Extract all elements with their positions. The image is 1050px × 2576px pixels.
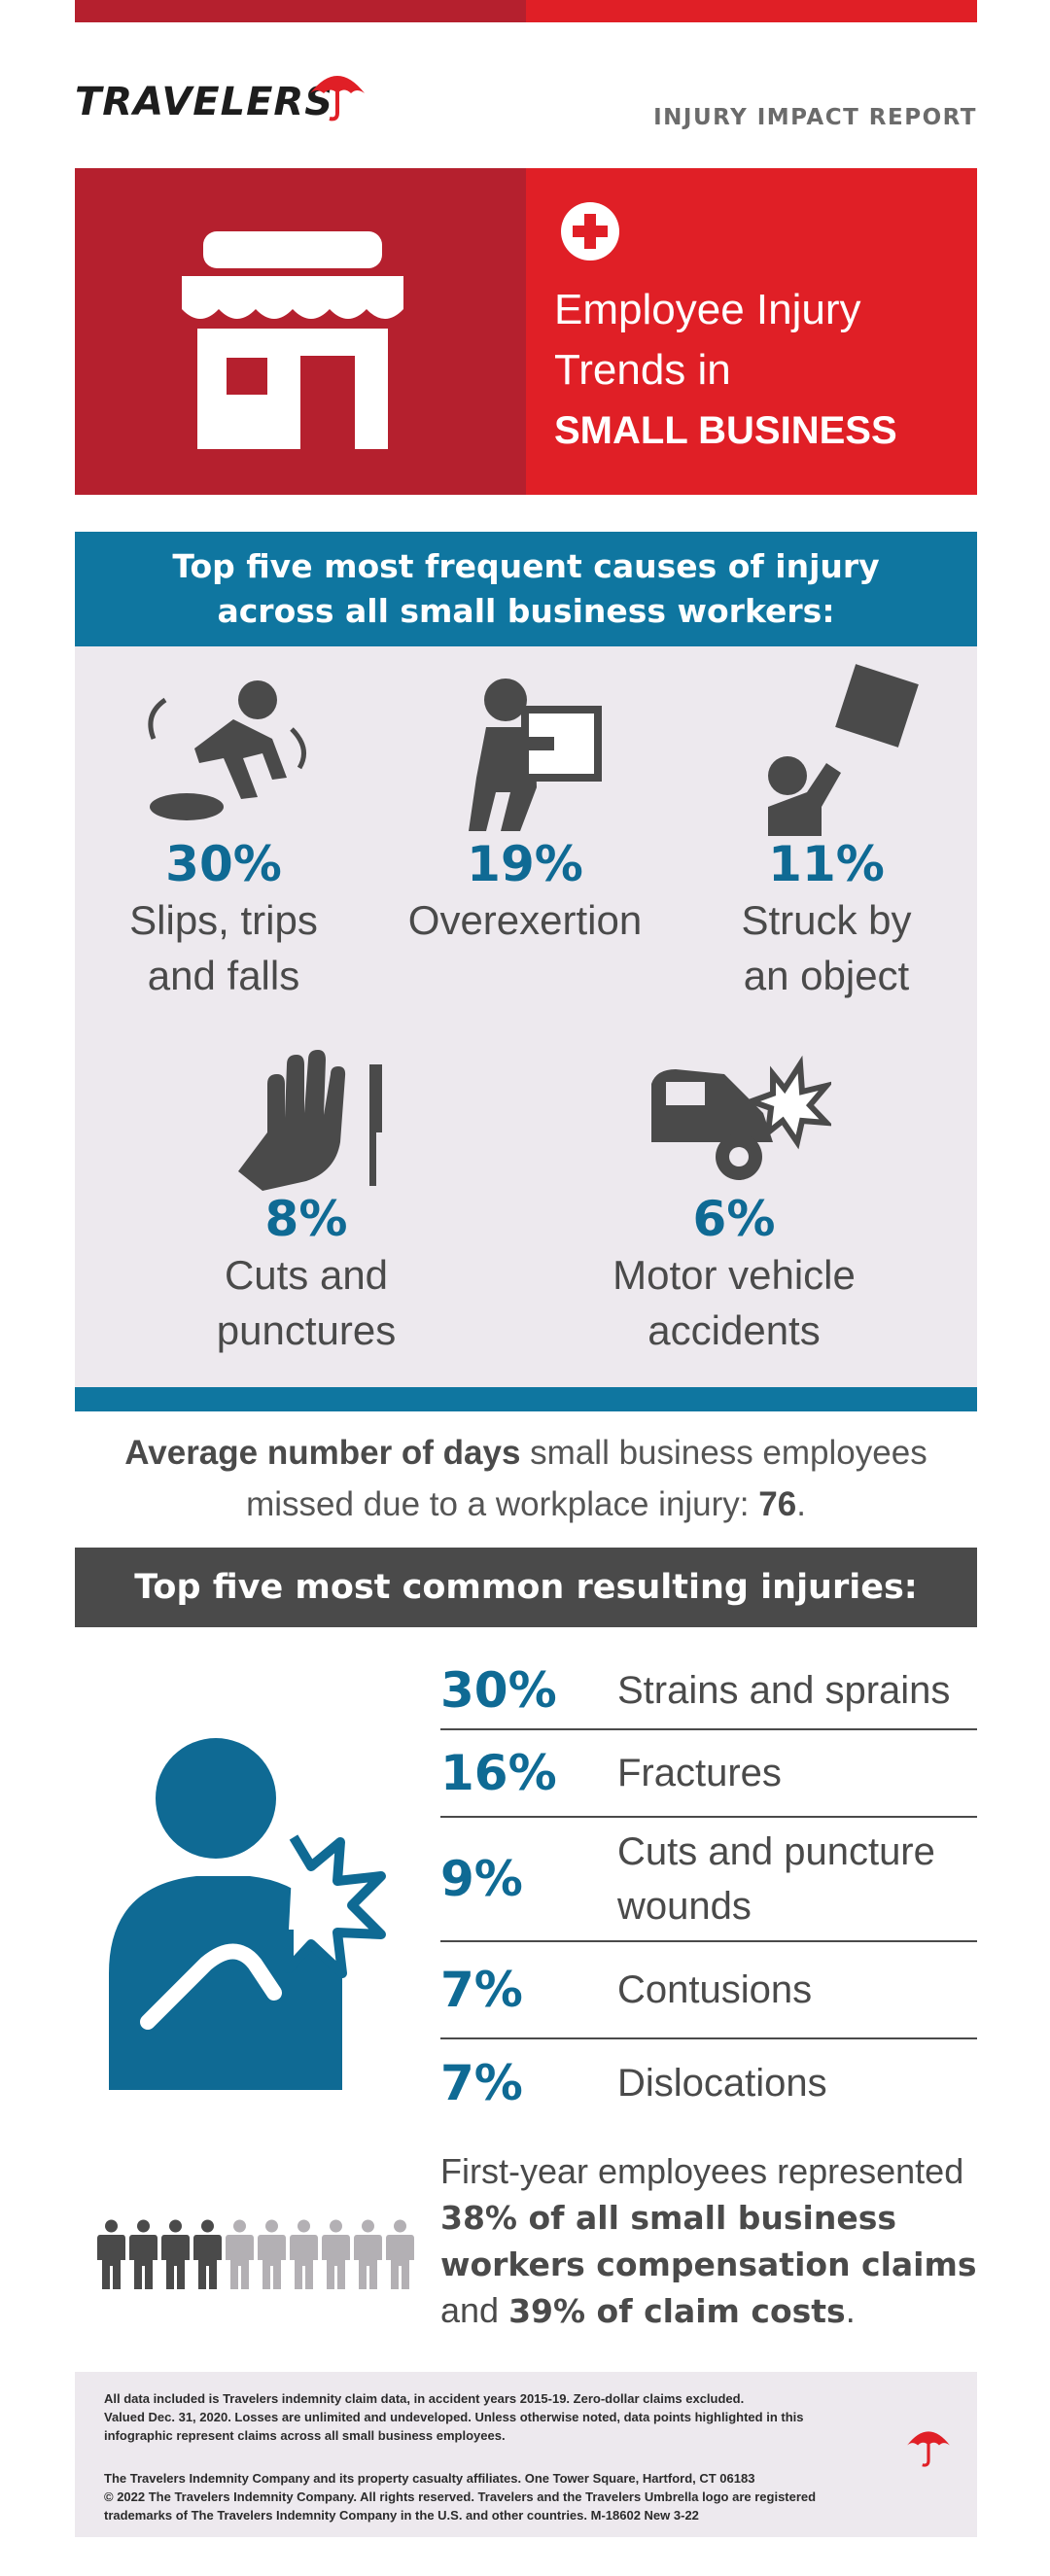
injury-row: 7% Contusions (440, 1942, 977, 2039)
injury-label-line2: wounds (617, 1885, 752, 1928)
injury-row: 30% Strains and sprains (440, 1653, 977, 1730)
cause-label-line1: Struck by (741, 897, 912, 943)
injury-label-line1: Cuts and puncture (617, 1830, 935, 1873)
cause-label-line2: an object (743, 953, 910, 998)
first-year-text-b: and (440, 2290, 509, 2330)
person-icon (258, 2219, 286, 2289)
footer-legal: The Travelers Indemnity Company and its … (104, 2469, 882, 2524)
injury-label: Cuts and puncture wounds (617, 1825, 977, 1933)
car-crash-icon (651, 1055, 831, 1180)
injury-label: Fractures (617, 1752, 782, 1794)
cause-label-line2: accidents (648, 1307, 821, 1353)
cause-label-line2: punctures (216, 1307, 397, 1353)
cause-pct: 11% (768, 836, 885, 892)
injury-pct: 30% (440, 1662, 557, 1719)
top-bar-red (526, 0, 977, 22)
person-icon-highlighted (193, 2219, 222, 2289)
hand-knife-icon (238, 1050, 382, 1191)
cause-pct: 6% (692, 1191, 776, 1247)
cause-label-line1: Overexertion (407, 897, 643, 943)
injury-pct: 7% (440, 1962, 523, 2018)
cause-label-line1: Motor vehicle (612, 1252, 856, 1298)
first-year-bold-b: workers compensation claims (440, 2245, 977, 2283)
average-days-value: 76 (758, 1485, 797, 1523)
injury-pct: 7% (440, 2055, 523, 2111)
footer-legal-line1: The Travelers Indemnity Company and its … (104, 2471, 755, 2486)
average-days-text-a: small business employees (520, 1434, 928, 1472)
cause-pct: 30% (165, 836, 282, 892)
average-days-end: . (796, 1485, 806, 1523)
causes-panel-footer-bar (75, 1387, 977, 1411)
injury-pct: 9% (440, 1851, 523, 1907)
person-icon-highlighted (129, 2219, 158, 2289)
causes-heading: Top five most frequent causes of injury … (75, 532, 977, 646)
umbrella-logo-icon (907, 2431, 950, 2467)
first-year-bold-c: 39% of claim costs (508, 2292, 846, 2330)
person-icon (386, 2219, 414, 2289)
hero-title-line1: Employee Injury (554, 286, 861, 333)
travelers-logo: TRAVELERS (75, 80, 334, 124)
footer: All data included is Travelers indemnity… (75, 2372, 977, 2537)
person-icon-highlighted (161, 2219, 190, 2289)
first-year-bold-a: 38% of all small business (440, 2199, 897, 2237)
injury-row: 16% Fractures (440, 1730, 977, 1818)
cause-item-cuts: 8% Cuts and punctures (180, 1045, 433, 1358)
person-icon (354, 2219, 382, 2289)
cause-item-struck: 11% Struck by an object (700, 661, 953, 1003)
storefront-icon (182, 231, 403, 449)
injury-row: 9% Cuts and puncture wounds (440, 1818, 977, 1942)
first-year-text-a: First-year employees represented (440, 2151, 964, 2191)
shoulder-pain-icon (109, 1738, 386, 2090)
cause-item-overexertion: 19% Overexertion (399, 671, 651, 948)
causes-heading-line1: Top five most frequent causes of injury (172, 547, 880, 585)
first-year-statement: First-year employees represented 38% of … (440, 2148, 985, 2334)
person-icon (322, 2219, 350, 2289)
top-color-bar (75, 0, 977, 22)
footer-legal-line3: trademarks of The Travelers Indemnity Co… (104, 2508, 699, 2523)
slip-fall-icon (148, 680, 306, 820)
cause-label-line1: Slips, trips (129, 897, 318, 943)
report-label: INJURY IMPACT REPORT (653, 105, 977, 130)
cause-item-slips: 30% Slips, trips and falls (97, 671, 350, 1003)
hero-title-line3: SMALL BUSINESS (554, 409, 897, 452)
footer-note-line3: infographic represent claims across all … (104, 2428, 506, 2443)
causes-heading-line2: across all small business workers: (217, 592, 835, 630)
average-days-text-b: missed due to a workplace injury: (246, 1485, 759, 1523)
cause-item-motor: 6% Motor vehicle accidents (583, 1045, 885, 1358)
person-icon-highlighted (97, 2219, 125, 2289)
injury-label: Contusions (617, 1968, 813, 2011)
injury-label: Dislocations (617, 2062, 827, 2105)
cause-label-line1: Cuts and (224, 1252, 389, 1298)
person-icon (226, 2219, 254, 2289)
people-pictogram (97, 2219, 418, 2289)
medical-plus-icon (561, 202, 619, 261)
footer-legal-line2: © 2022 The Travelers Indemnity Company. … (104, 2489, 817, 2504)
injury-pct: 16% (440, 1745, 557, 1801)
umbrella-logo-icon (310, 76, 365, 122)
top-bar-dark (75, 0, 526, 22)
person-icon (290, 2219, 318, 2289)
lifting-box-icon (469, 679, 602, 831)
footer-note-line2: Valued Dec. 31, 2020. Losses are unlimit… (104, 2410, 804, 2424)
injury-row: 7% Dislocations (440, 2039, 977, 2127)
cause-label-line2: and falls (147, 953, 300, 998)
injury-label: Strains and sprains (617, 1669, 951, 1712)
average-days-lead: Average number of days (124, 1434, 521, 1472)
footer-data-note: All data included is Travelers indemnity… (104, 2389, 882, 2445)
hero-title: Employee Injury Trends in SMALL BUSINESS (554, 280, 962, 461)
footer-note-line1: All data included is Travelers indemnity… (104, 2391, 745, 2406)
injuries-list: 30% Strains and sprains 16% Fractures 9%… (440, 1653, 977, 2127)
first-year-end: . (845, 2290, 856, 2330)
falling-box-icon (768, 664, 919, 836)
cause-pct: 19% (467, 836, 583, 892)
injuries-heading: Top five most common resulting injuries: (75, 1548, 977, 1627)
hero-title-line2: Trends in (554, 346, 731, 394)
cause-pct: 8% (264, 1191, 348, 1247)
average-days-statement: Average number of days small business em… (75, 1427, 977, 1530)
hero-banner: Employee Injury Trends in SMALL BUSINESS (75, 168, 977, 495)
